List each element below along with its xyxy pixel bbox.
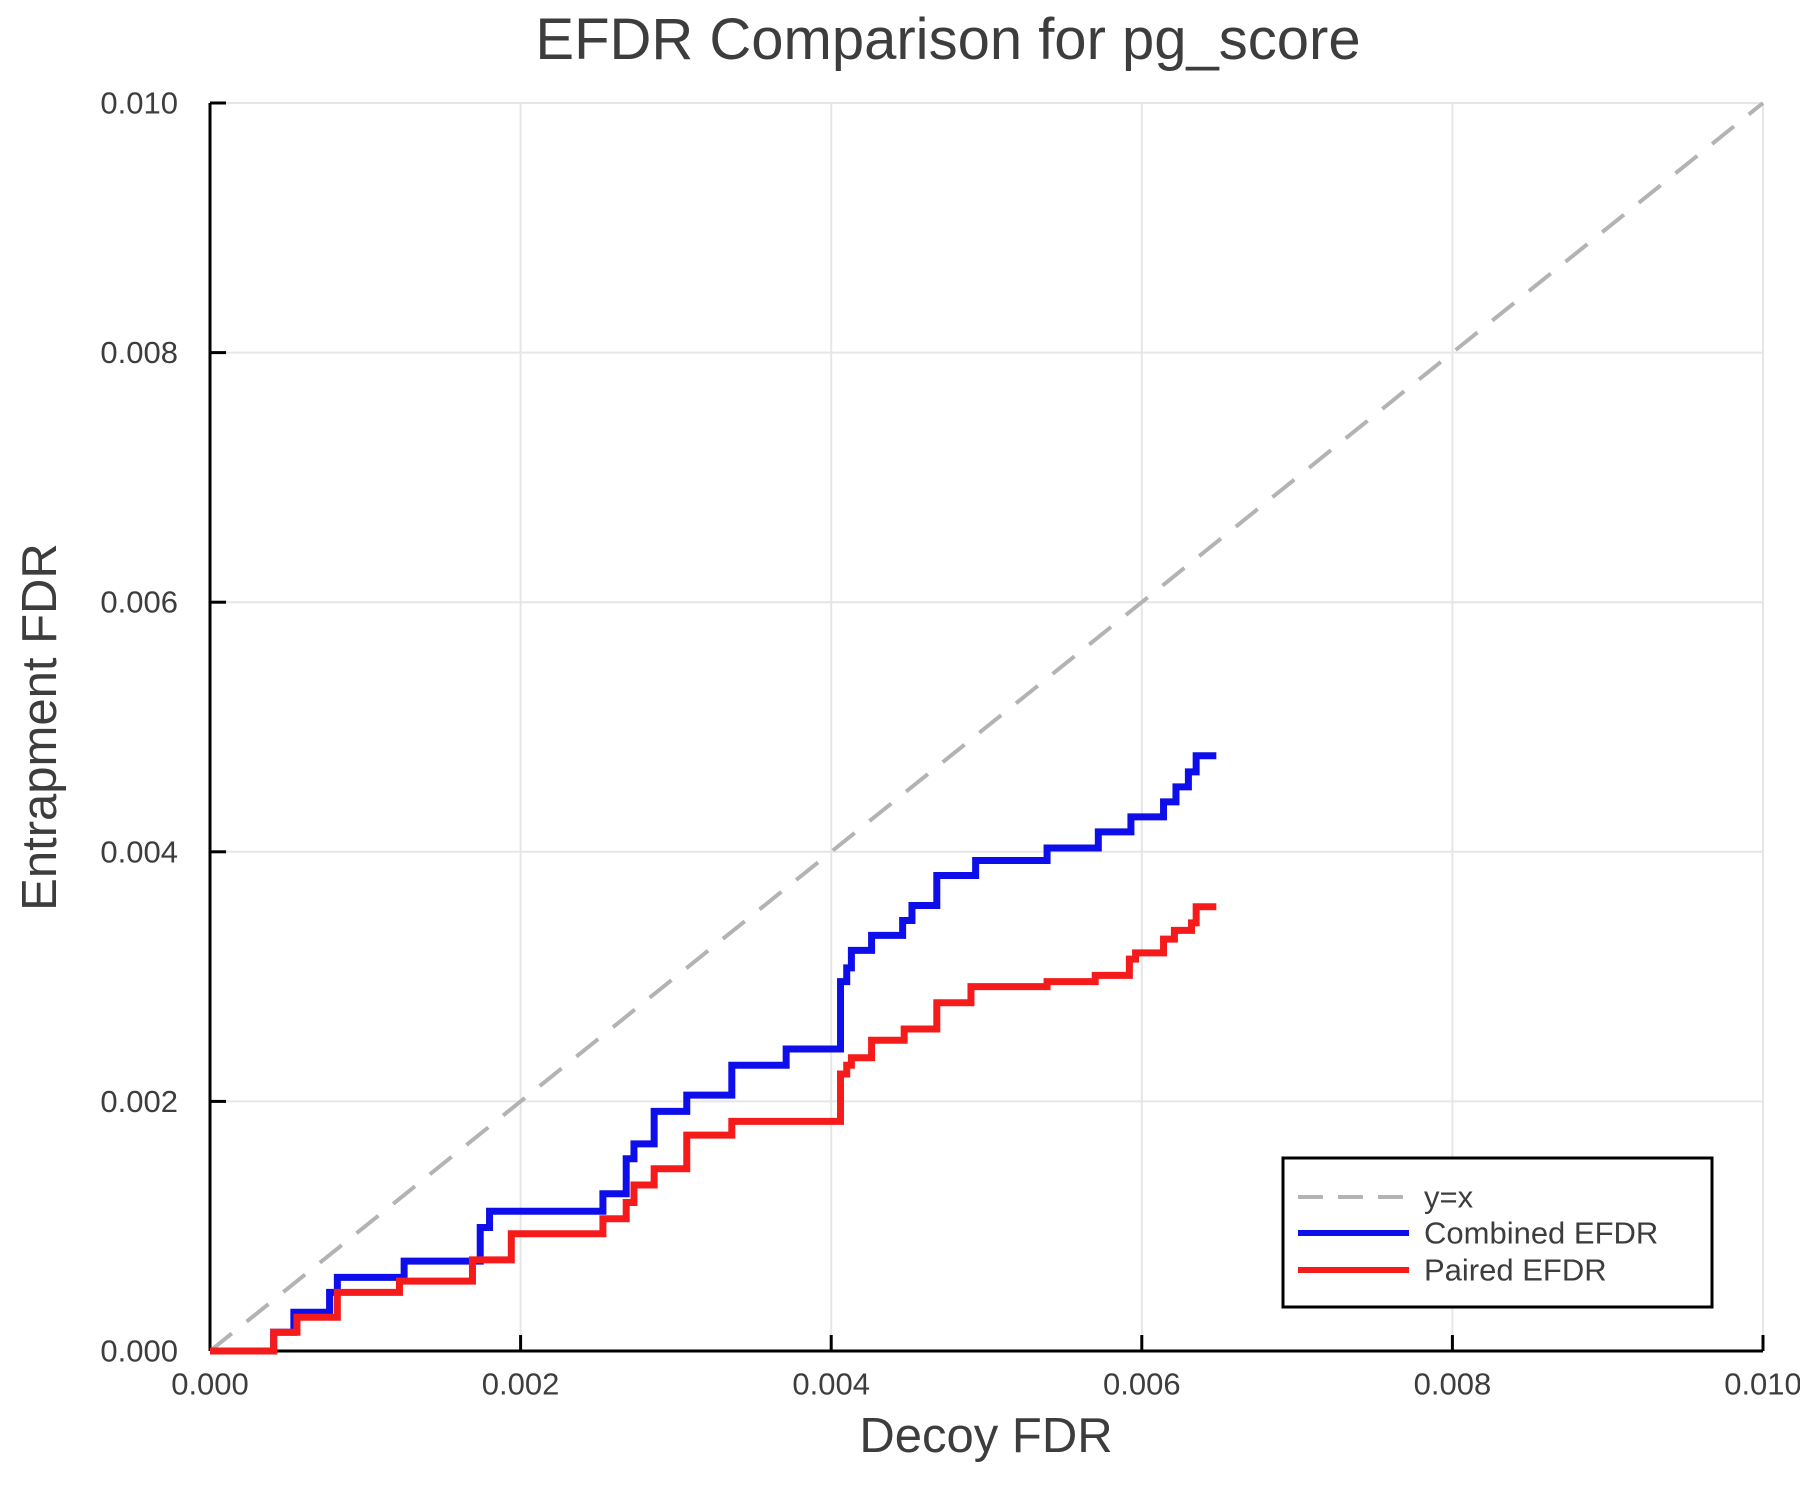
y-tick-label: 0.004 xyxy=(100,834,178,869)
combined-efdr-line xyxy=(210,752,1217,1355)
y-tick-label: 0.002 xyxy=(100,1084,178,1119)
y-tick-label: 0.000 xyxy=(100,1334,178,1369)
y-tick-label: 0.010 xyxy=(100,86,178,121)
legend-label-paired-efdr: Paired EFDR xyxy=(1424,1253,1607,1288)
x-axis-label: Decoy FDR xyxy=(859,1409,1113,1463)
y-tick-label: 0.006 xyxy=(100,585,178,620)
y-x-identity-line xyxy=(208,101,1765,1353)
y-axis-label: Entrapment FDR xyxy=(13,543,67,911)
x-tick-label: 0.000 xyxy=(171,1367,249,1402)
x-tick-label: 0.004 xyxy=(792,1367,870,1402)
legend-label-y-x: y=x xyxy=(1424,1180,1474,1215)
legend-label-combined-efdr: Combined EFDR xyxy=(1424,1216,1658,1251)
x-tick-label: 0.010 xyxy=(1724,1367,1800,1402)
chart-title: EFDR Comparison for pg_score xyxy=(535,7,1361,72)
x-tick-label: 0.008 xyxy=(1414,1367,1492,1402)
paired-efdr-line xyxy=(210,903,1217,1355)
x-tick-label: 0.002 xyxy=(482,1367,560,1402)
x-tick-label: 0.006 xyxy=(1103,1367,1181,1402)
y-tick-label: 0.008 xyxy=(100,335,178,370)
